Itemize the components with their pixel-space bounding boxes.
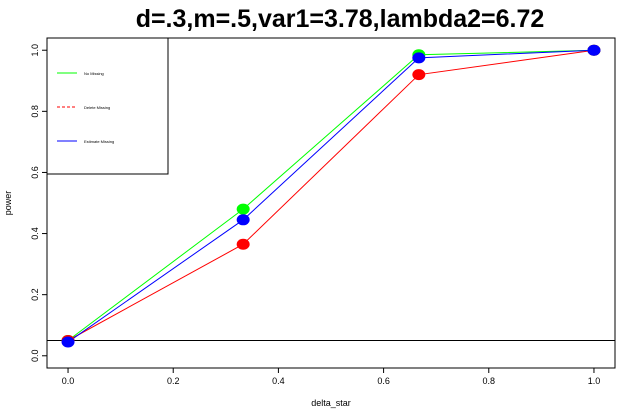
data-point-estimate-missing — [587, 44, 601, 56]
series-line-no-missing — [67, 49, 594, 341]
data-point-estimate-missing — [236, 214, 250, 226]
y-tick-label: 0.4 — [30, 227, 40, 240]
x-tick-label: 0.8 — [483, 376, 496, 386]
y-axis-label: power — [3, 191, 13, 216]
y-tick-label: 0.2 — [30, 288, 40, 301]
x-tick-label: 0.4 — [272, 376, 285, 386]
legend-label-no-missing: No Missing — [84, 71, 104, 76]
series-line-delete-missing — [67, 49, 595, 341]
x-axis: 0.0 0.2 0.4 0.6 0.8 1.0 — [62, 368, 600, 386]
x-tick-label: 0.6 — [377, 376, 390, 386]
legend-box — [46, 37, 169, 175]
y-tick-label: 0.6 — [30, 166, 40, 179]
data-point-no-missing — [236, 203, 250, 215]
x-tick-label: 1.0 — [588, 376, 601, 386]
x-tick-label: 0.0 — [62, 376, 75, 386]
data-point-estimate-missing — [61, 336, 75, 348]
y-tick-label: 0.0 — [30, 350, 40, 363]
x-tick-label: 0.2 — [167, 376, 180, 386]
y-tick-label: 0.8 — [30, 105, 40, 118]
plot-frame — [46, 37, 616, 369]
legend-label-delete-missing: Delete Missing — [84, 105, 110, 110]
chart-title: d=.3,m=.5,var1=3.78,lambda2=6.72 — [136, 5, 545, 33]
data-point-estimate-missing — [412, 52, 426, 64]
y-tick-label: 1.0 — [30, 44, 40, 57]
x-axis-label: delta_star — [311, 398, 351, 408]
series-group — [61, 44, 601, 348]
legend-label-estimate-missing: Estimate Missing — [84, 139, 114, 144]
data-point-delete-missing — [236, 238, 250, 250]
y-axis: 0.0 0.2 0.4 0.6 0.8 1.0 — [30, 44, 47, 362]
legend: No Missing Delete Missing Estimate Missi… — [46, 37, 169, 175]
series-line-estimate-missing — [67, 49, 594, 343]
data-point-delete-missing — [412, 69, 426, 81]
